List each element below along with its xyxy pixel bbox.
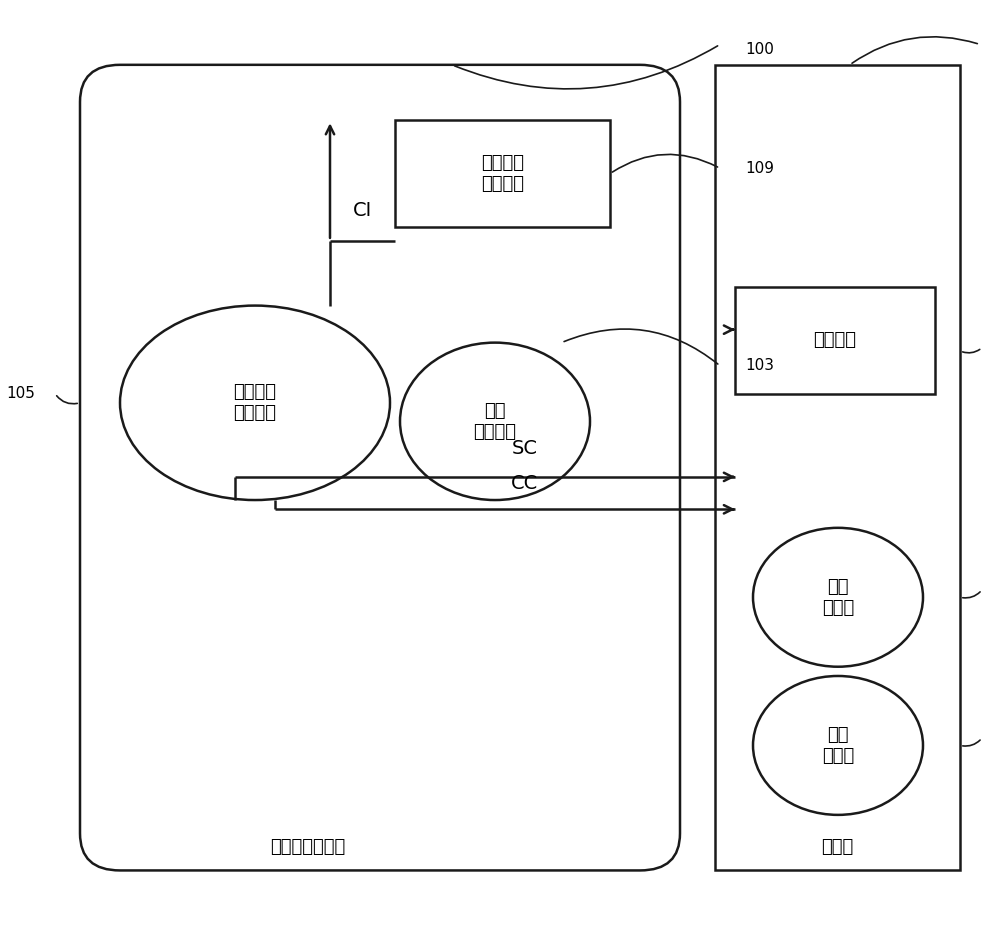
Text: 109: 109 <box>745 161 774 176</box>
Text: 控制模块: 控制模块 <box>814 332 856 349</box>
Text: 100: 100 <box>745 42 774 56</box>
Bar <box>395 120 610 227</box>
Text: 103: 103 <box>745 358 774 373</box>
Text: SC: SC <box>512 439 538 458</box>
Text: 可携式电子装置: 可携式电子装置 <box>270 838 346 857</box>
Bar <box>735 287 935 394</box>
Text: 闪存盘: 闪存盘 <box>821 838 854 857</box>
FancyBboxPatch shape <box>80 65 680 870</box>
Ellipse shape <box>400 343 590 500</box>
Ellipse shape <box>753 528 923 667</box>
Ellipse shape <box>753 676 923 815</box>
Text: 105: 105 <box>6 386 35 401</box>
Text: 加密
数据区: 加密 数据区 <box>822 726 854 765</box>
Text: 存储装置
管理程序: 存储装置 管理程序 <box>234 383 276 422</box>
Text: CI: CI <box>353 201 372 220</box>
Ellipse shape <box>120 306 390 500</box>
Text: 认证信息
接收装置: 认证信息 接收装置 <box>481 155 524 193</box>
Text: 行动
作业系统: 行动 作业系统 <box>474 402 516 441</box>
Text: CC: CC <box>511 473 539 493</box>
Bar <box>715 65 960 870</box>
Text: 公开
数据区: 公开 数据区 <box>822 578 854 617</box>
